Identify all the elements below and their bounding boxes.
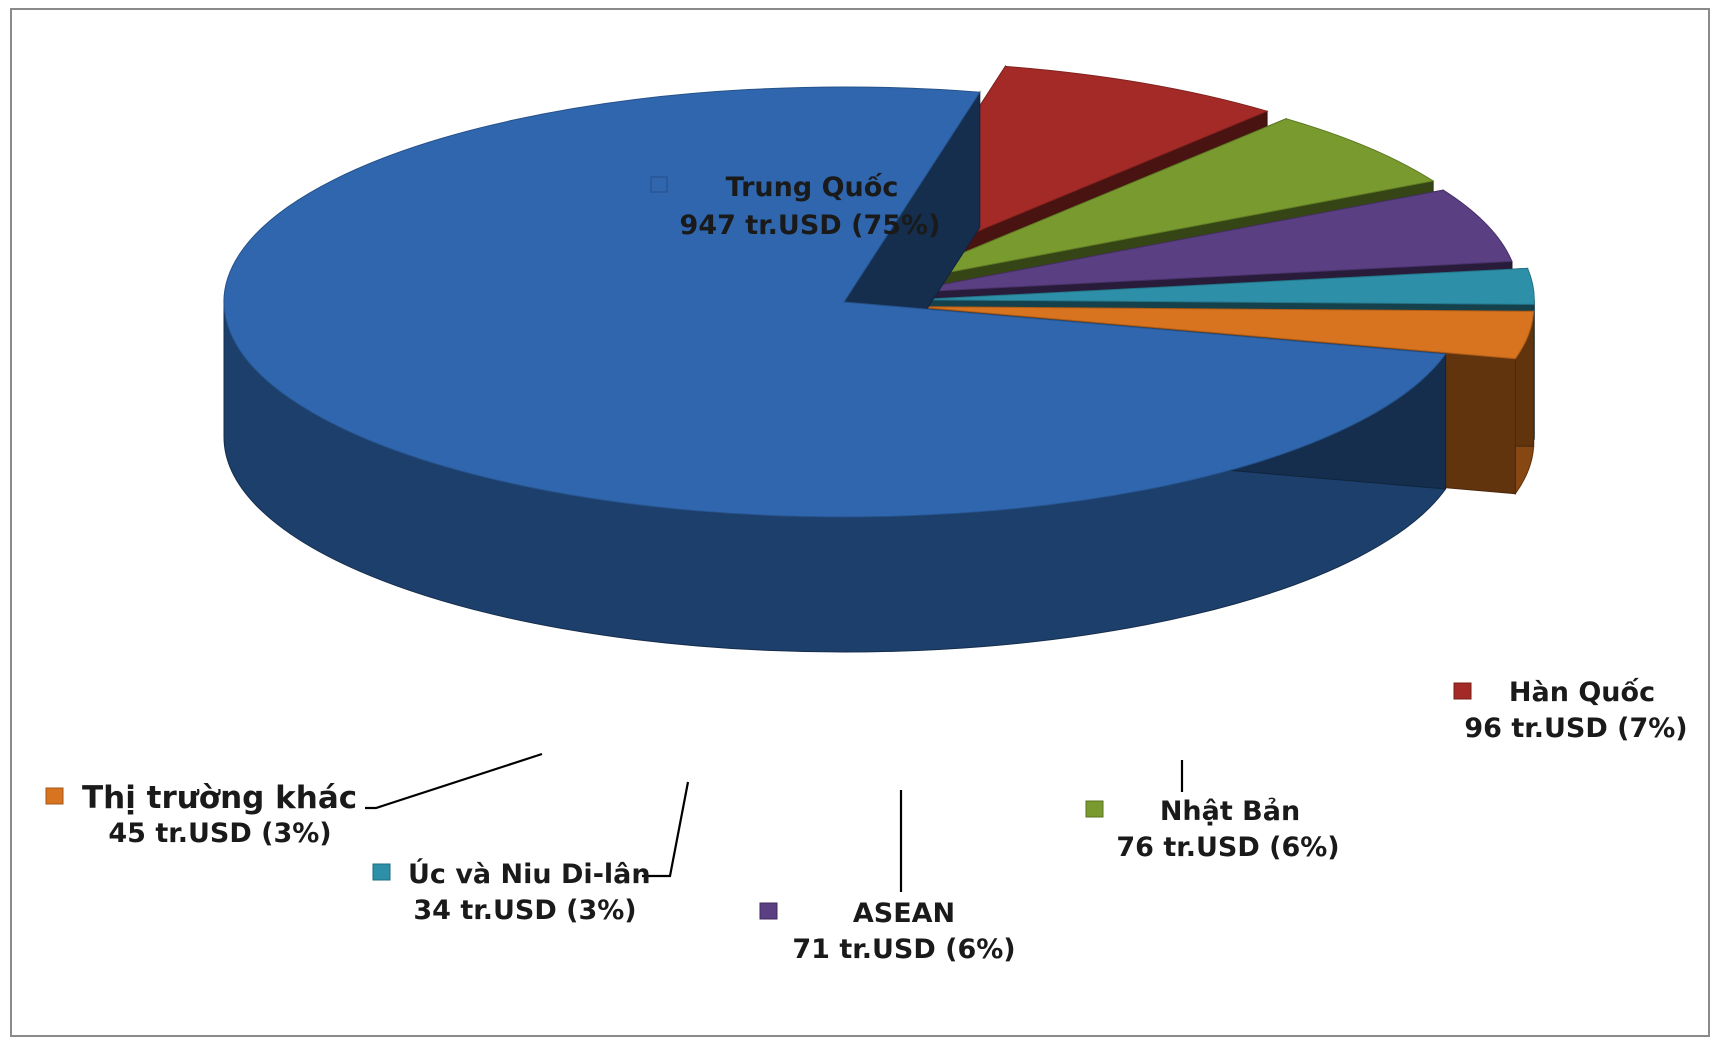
slice-name: Úc và Niu Di-lân [408, 858, 651, 890]
marker-thi-truong-khac [45, 787, 64, 805]
slice-value: 96 tr.USD (7%) [1464, 713, 1687, 744]
label-han-quoc: Hàn Quốc 96 tr.USD (7%) [1453, 677, 1688, 744]
slice-top [914, 267, 1535, 305]
slice-value: 76 tr.USD (6%) [1116, 832, 1339, 863]
label-nhat-ban: Nhật Bản 76 tr.USD (6%) [1085, 796, 1340, 863]
marker-nhat-ban [1085, 800, 1104, 818]
marker-asean [759, 902, 778, 920]
slice-name: Trung Quốc [726, 172, 899, 203]
slice-top [898, 189, 1513, 294]
pie-chart: Trung Quốc 947 tr.USD (75%) Hàn Quốc 96 … [45, 64, 1688, 965]
label-uc-niu-di-lan: Úc và Niu Di-lân 34 tr.USD (3%) [372, 858, 651, 926]
label-trung-quoc: Trung Quốc 947 tr.USD (75%) [650, 172, 941, 241]
slice-top [888, 118, 1435, 285]
marker-uc-niu-di-lan [372, 863, 391, 881]
slice-value: 34 tr.USD (3%) [413, 895, 636, 926]
slice-labels: Trung Quốc 947 tr.USD (75%) Hàn Quốc 96 … [45, 172, 1688, 965]
leader-line-thi-truong-khac [365, 752, 543, 810]
chart-frame: Trung Quốc 947 tr.USD (75%) Hàn Quốc 96 … [10, 8, 1710, 1037]
slice-name: Thị trường khác [82, 780, 357, 816]
label-asean: ASEAN 71 tr.USD (6%) [759, 898, 1016, 965]
leader-line-uc-niu-di-lan [642, 781, 690, 878]
marker-han-quoc [1453, 682, 1472, 700]
label-thi-truong-khac: Thị trường khác 45 tr.USD (3%) [45, 780, 357, 849]
pie-slices [223, 64, 1535, 653]
slice-name: Nhật Bản [1160, 796, 1300, 827]
slice-value: 71 tr.USD (6%) [792, 934, 1015, 965]
slice-top [223, 86, 1447, 518]
slice-value: 45 tr.USD (3%) [108, 818, 331, 849]
slice-name: ASEAN [853, 898, 955, 929]
slice-trung-quoc [223, 86, 1447, 653]
leader-lines [365, 752, 1184, 892]
marker-trung-quoc [650, 176, 668, 193]
slice-top [913, 306, 1535, 360]
slice-value: 947 tr.USD (75%) [680, 210, 941, 241]
slice-name: Hàn Quốc [1509, 677, 1655, 708]
